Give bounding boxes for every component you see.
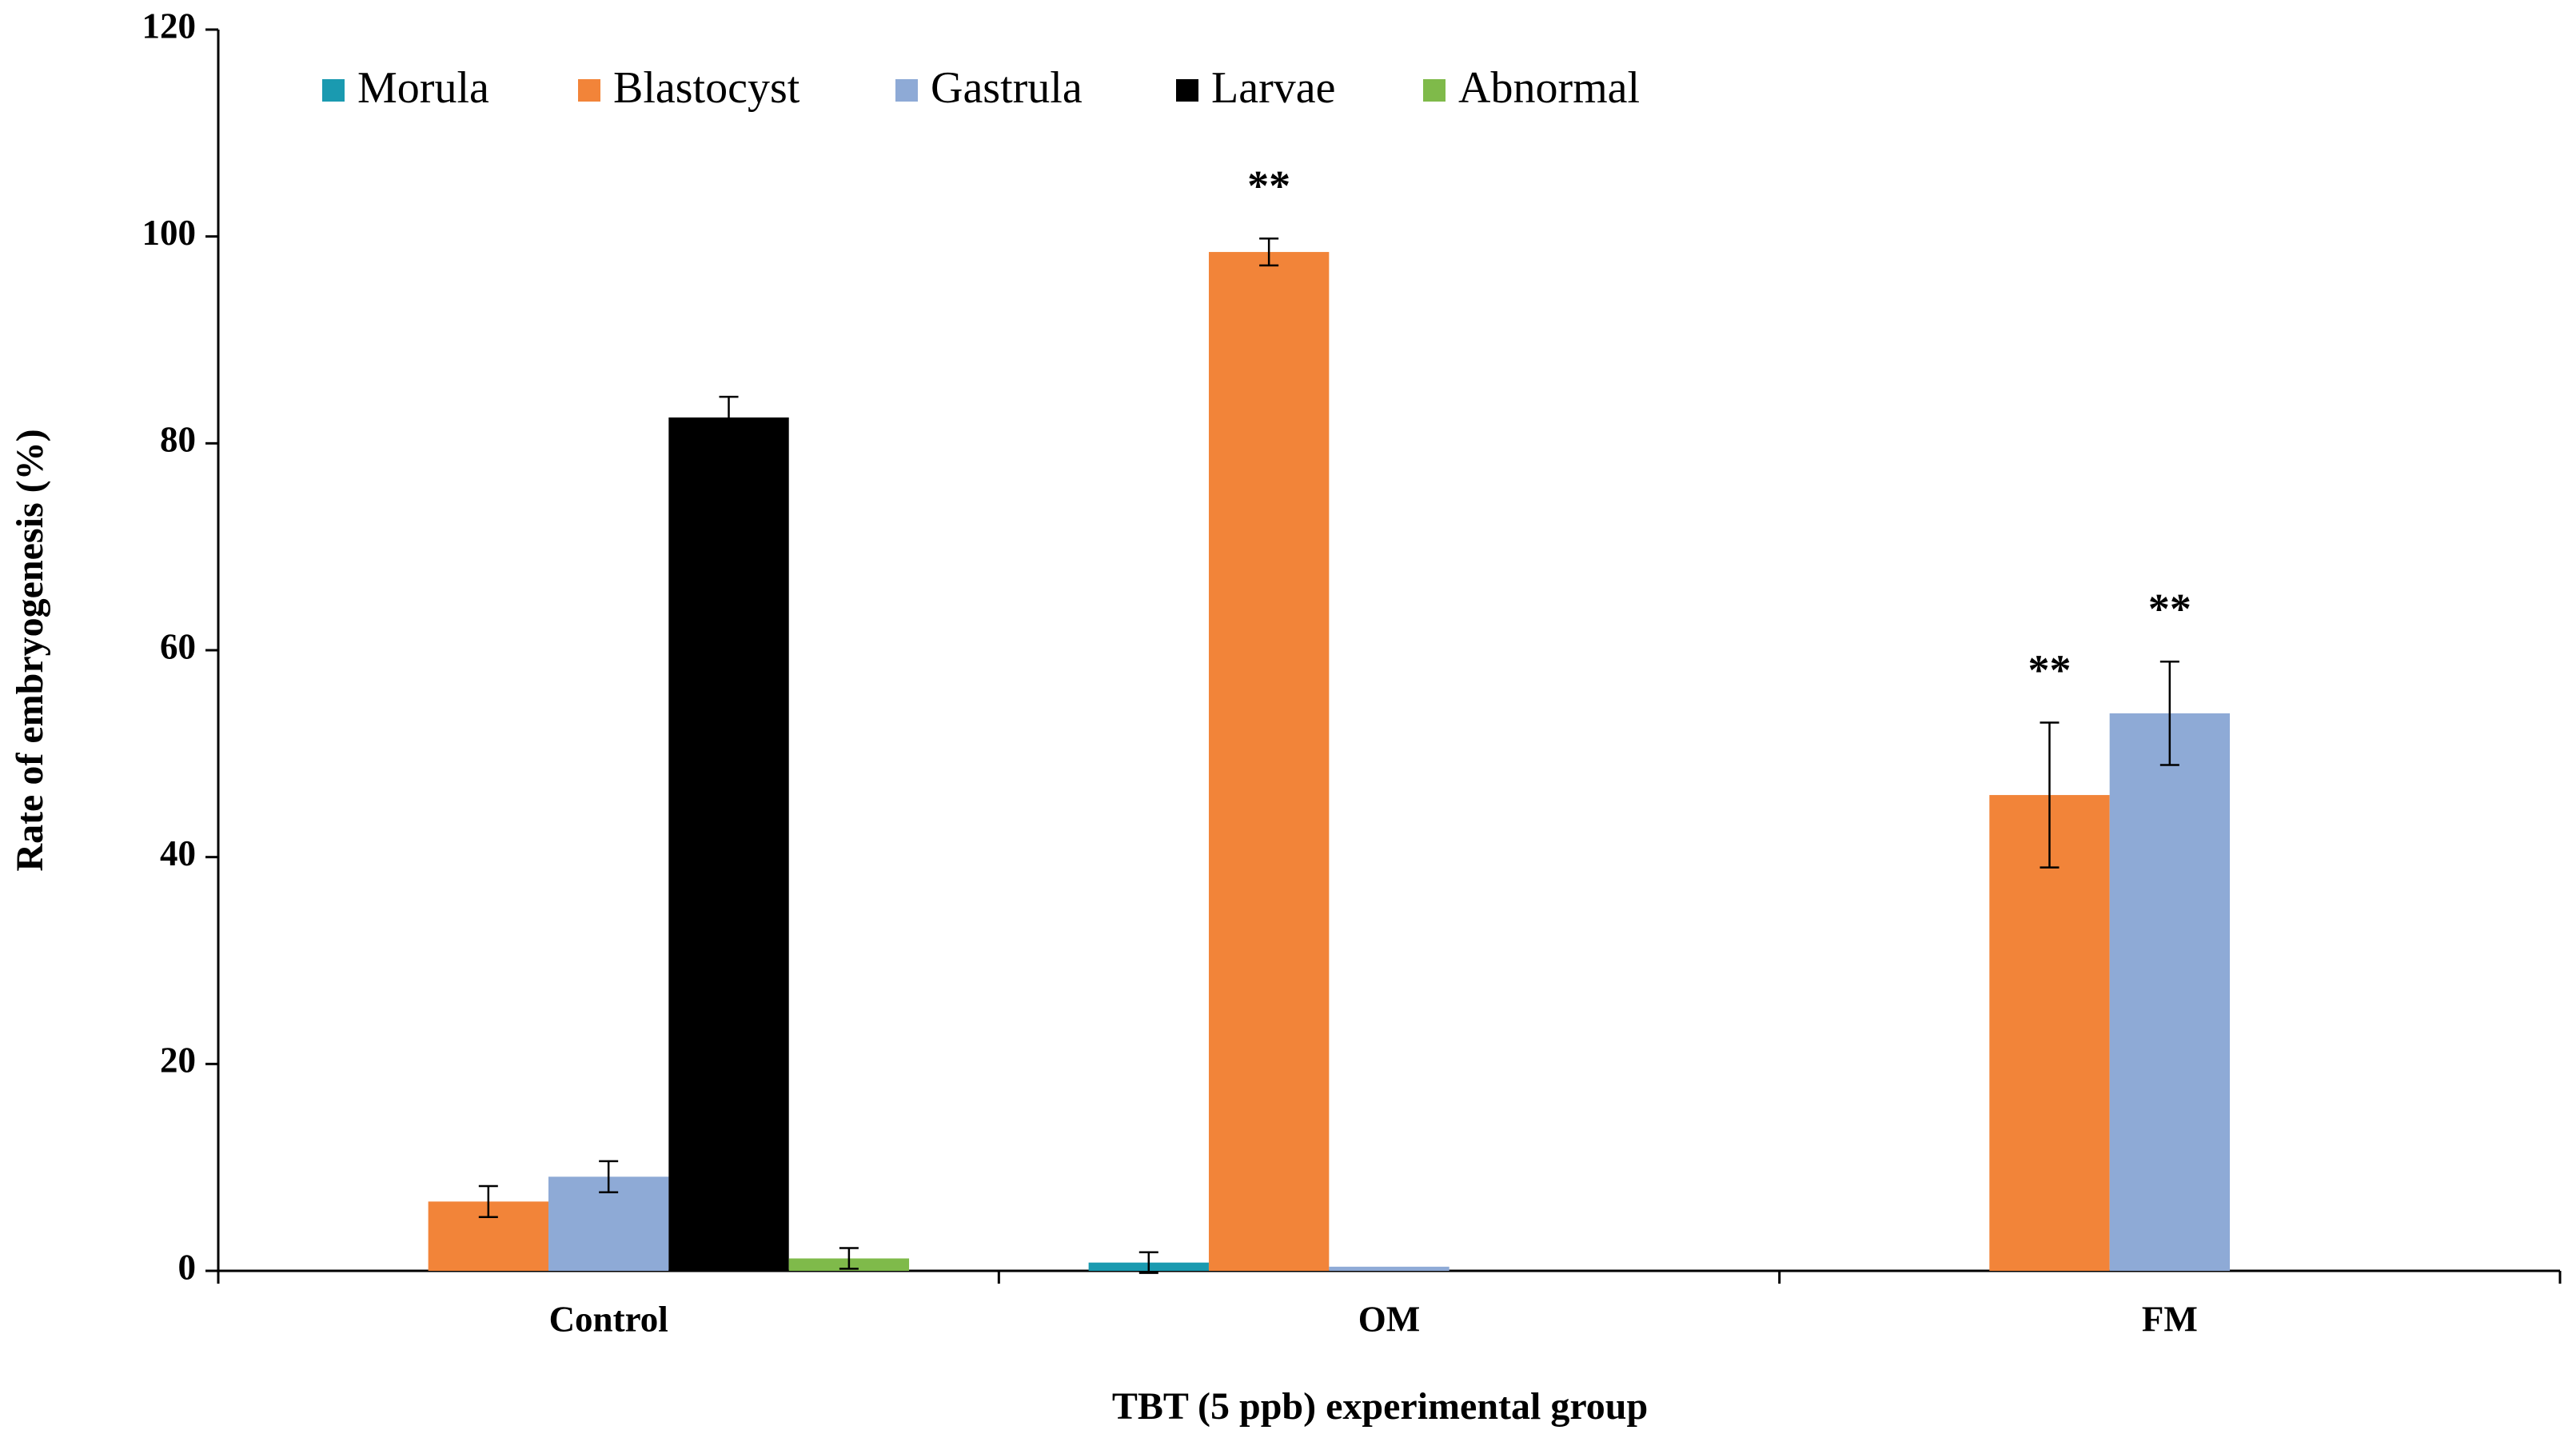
legend-swatch [1176,79,1198,102]
y-tick-label: 40 [160,833,196,873]
error-bar [719,395,739,440]
error-bar [599,1160,619,1193]
legend-label: Blastocyst [613,63,800,113]
legend-label: Larvae [1211,63,1335,113]
x-tick-label: Control [549,1299,668,1339]
x-axis-title: TBT (5 ppb) experimental group [1112,1385,1648,1428]
bar [2109,713,2231,1271]
error-bar [478,1184,498,1218]
y-tick-label: 20 [160,1041,196,1081]
y-tick-label: 100 [142,213,197,253]
legend-label: Gastrula [931,63,1083,113]
y-tick-label: 80 [160,420,196,460]
legend-swatch [895,79,918,102]
error-bar [1259,238,1279,267]
y-tick-label: 0 [178,1247,197,1287]
significance-label: ** [1247,162,1290,210]
x-tick-label: OM [1358,1299,1420,1339]
x-tick-label: FM [2142,1299,2198,1339]
legend-label: Morula [357,63,489,113]
error-bar [1138,1251,1158,1274]
legend-swatch [578,79,600,102]
significance-label: ** [2028,646,2071,694]
y-tick-label: 60 [160,626,196,666]
error-bar [2040,721,2060,869]
significance-label: ** [2148,585,2191,633]
legend-swatch [322,79,345,102]
error-bar [2159,660,2179,766]
y-tick-label: 120 [142,6,197,46]
bar [668,417,789,1271]
bar [1989,795,2110,1271]
error-bar [839,1247,859,1270]
legend-label: Abnormal [1458,63,1640,113]
bar [1208,252,1330,1272]
y-axis-title: Rate of embryogenesis (%) [9,429,51,871]
legend-swatch [1423,79,1446,102]
bar [1329,1266,1449,1271]
